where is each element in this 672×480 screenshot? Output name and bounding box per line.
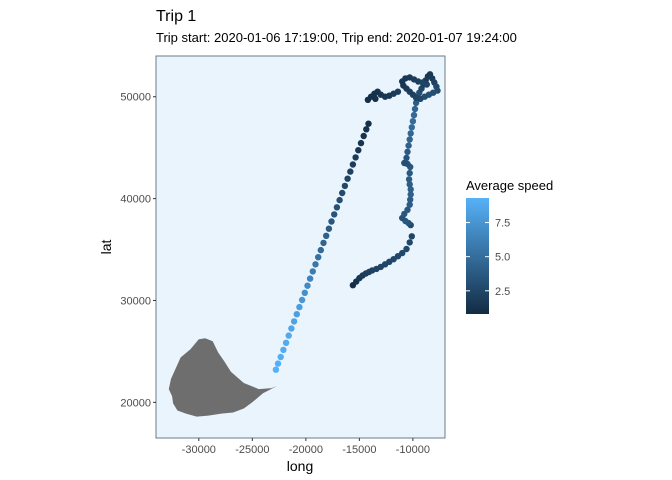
trip-point (296, 303, 303, 311)
y-tick-label: 40000 (120, 194, 151, 206)
trip-point (399, 249, 406, 257)
plot-panel-border (155, 55, 446, 439)
legend-label: 7.5 (495, 218, 510, 230)
trip-point (277, 353, 284, 361)
y-tick-label: 30000 (120, 295, 151, 307)
trip-point (406, 181, 413, 188)
trip-point (274, 360, 282, 367)
trip-point (407, 191, 414, 198)
x-tick-label: -10000 (396, 444, 430, 456)
trip-point (317, 246, 324, 254)
trip-point (408, 124, 415, 131)
trip-point (401, 159, 408, 167)
x-tick-label: -30000 (182, 444, 216, 456)
trip-point (405, 142, 412, 149)
trip-point (405, 176, 413, 183)
trip-point (347, 168, 354, 175)
trip-point (404, 206, 411, 213)
trip-point (344, 175, 351, 182)
trip-point (293, 311, 300, 318)
trip-point (403, 245, 410, 253)
trip-point (333, 204, 341, 211)
trip-point (352, 154, 359, 161)
trip-point (406, 201, 413, 208)
trip-point (325, 225, 333, 232)
x-tick-label: -15000 (342, 444, 376, 456)
trip-point (306, 275, 314, 282)
trip-point (406, 169, 413, 177)
trip-point (282, 339, 290, 346)
trip-point (407, 186, 414, 193)
legend-label: 5.0 (495, 252, 510, 264)
trip-point (339, 189, 346, 197)
land-layer (168, 338, 277, 417)
trip-point (323, 232, 330, 239)
trip-point (349, 161, 357, 168)
legend-title: Average speed (466, 178, 553, 193)
trip-point (363, 126, 370, 133)
trip-point (315, 254, 322, 261)
trip-point (328, 218, 335, 225)
chart-subtitle: Trip start: 2020-01-06 17:19:00, Trip en… (156, 30, 517, 45)
trip-point (355, 147, 362, 154)
trip-point (320, 239, 327, 247)
x-tick-label: -20000 (289, 444, 323, 456)
y-axis-title: lat (98, 240, 114, 255)
legend: Average speed 2.5 5.0 7.5 (466, 178, 553, 314)
trip-point (408, 233, 415, 240)
trip-point (360, 132, 367, 140)
trip-point (403, 154, 410, 162)
trip-point (411, 105, 419, 113)
y-tick-label: 50000 (120, 92, 151, 104)
trip-point (409, 118, 417, 125)
trip-point (357, 139, 365, 147)
trip-point (406, 239, 413, 246)
trip-point (412, 99, 420, 107)
trip-point (301, 289, 308, 296)
trip-point (404, 148, 411, 155)
trip-point (331, 211, 338, 218)
land-polygon (168, 338, 277, 417)
trip-point (407, 130, 414, 137)
legend-ticks: 2.5 5.0 7.5 (466, 218, 510, 298)
legend-label: 2.5 (495, 286, 510, 298)
trip-point (309, 268, 316, 275)
x-axis: -30000 -25000 -20000 -15000 -10000 (182, 438, 430, 456)
trip-point (298, 296, 306, 304)
trip-point (407, 196, 414, 203)
trip-point (406, 136, 413, 143)
x-tick-label: -25000 (235, 444, 269, 456)
y-axis: 20000 30000 40000 50000 (120, 92, 156, 409)
x-axis-title: long (287, 458, 313, 474)
trip-point (364, 96, 372, 104)
trip-point (341, 182, 349, 190)
trip-point (280, 346, 287, 354)
trip-point (312, 261, 319, 268)
trip-point (365, 120, 372, 127)
trip-point (285, 332, 292, 339)
trip-point (336, 196, 343, 204)
trip-points (272, 71, 441, 373)
trip-point (372, 95, 379, 103)
chart-title: Trip 1 (156, 8, 196, 25)
trip-point (288, 325, 295, 332)
trip-point (290, 318, 298, 325)
trip-point (304, 282, 311, 289)
legend-color-bar (466, 198, 489, 314)
trip-point (423, 81, 430, 88)
y-tick-label: 20000 (120, 397, 151, 409)
trip-point (272, 366, 280, 373)
trip-point (410, 111, 418, 119)
